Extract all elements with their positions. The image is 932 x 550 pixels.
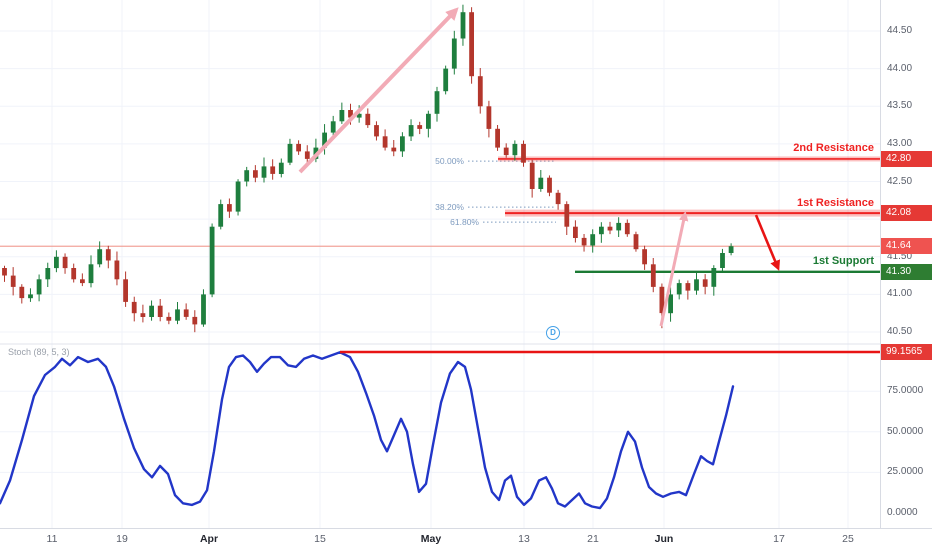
time-axis-label-19: 19 bbox=[116, 533, 128, 545]
time-axis-label-21: 21 bbox=[587, 533, 599, 545]
dividend-marker-icon[interactable]: D bbox=[546, 326, 560, 340]
price-axis[interactable]: 44.5044.0043.5043.0042.5042.0041.5041.00… bbox=[880, 0, 932, 528]
stoch-axis-label: 75.0000 bbox=[887, 385, 924, 397]
stoch-line bbox=[0, 351, 735, 510]
stoch-axis-label: 50.0000 bbox=[887, 425, 924, 437]
time-axis-label-13: 13 bbox=[518, 533, 530, 545]
time-axis-label-17: 17 bbox=[773, 533, 785, 545]
price-axis-label: 44.00 bbox=[887, 62, 913, 74]
price-axis-label: 42.50 bbox=[887, 175, 913, 187]
stoch-indicator-title: Stoch (89, 5, 3) bbox=[8, 347, 70, 357]
price-axis-label: 40.50 bbox=[887, 326, 913, 337]
price-tag-42.80: 42.80 bbox=[881, 150, 932, 167]
stoch-axis-label: 25.0000 bbox=[887, 466, 924, 478]
time-axis-label-Jun: Jun bbox=[654, 533, 674, 545]
price-axis-label: 43.50 bbox=[887, 100, 913, 112]
time-axis[interactable]: 11 19 Apr 15 May 13 21 Jun 17 25 bbox=[0, 528, 932, 550]
price-tag-41.64: 41.64 bbox=[881, 238, 932, 255]
price-tag-42.08: 42.08 bbox=[881, 205, 932, 222]
time-axis-label-May: May bbox=[420, 533, 442, 545]
stoch-axis-label: 0.0000 bbox=[887, 507, 918, 518]
label-1st-resistance: 1st Resistance bbox=[796, 197, 874, 209]
rejection-arrow[interactable] bbox=[754, 214, 781, 271]
chart-canvas[interactable]: 50.00% 38.20% 61.80% bbox=[0, 0, 880, 528]
time-axis-label-Apr: Apr bbox=[199, 533, 219, 545]
time-axis-label-11: 11 bbox=[46, 533, 58, 545]
fib-label: 61.80% bbox=[450, 217, 479, 227]
grid bbox=[0, 0, 880, 528]
time-axis-label-25: 25 bbox=[842, 533, 854, 545]
price-axis-label: 44.50 bbox=[887, 25, 913, 36]
price-axis-label: 41.00 bbox=[887, 288, 913, 300]
time-axis-label-15: 15 bbox=[314, 533, 326, 545]
price-axis-label: 43.00 bbox=[887, 137, 913, 149]
bounce-arrow[interactable] bbox=[659, 211, 689, 327]
price-tag-41.30: 41.30 bbox=[881, 263, 932, 280]
fib-label: 50.00% bbox=[435, 156, 464, 166]
label-1st-support: 1st Support bbox=[812, 255, 874, 267]
price-axis-label: 41.50 bbox=[887, 250, 913, 262]
stoch-tag-99.1565: 99.1565 bbox=[881, 344, 932, 361]
rally-arrow[interactable] bbox=[298, 7, 459, 174]
candlestick-series bbox=[2, 4, 734, 333]
label-2nd-resistance: 2nd Resistance bbox=[793, 142, 874, 154]
fib-label: 38.20% bbox=[435, 202, 464, 212]
